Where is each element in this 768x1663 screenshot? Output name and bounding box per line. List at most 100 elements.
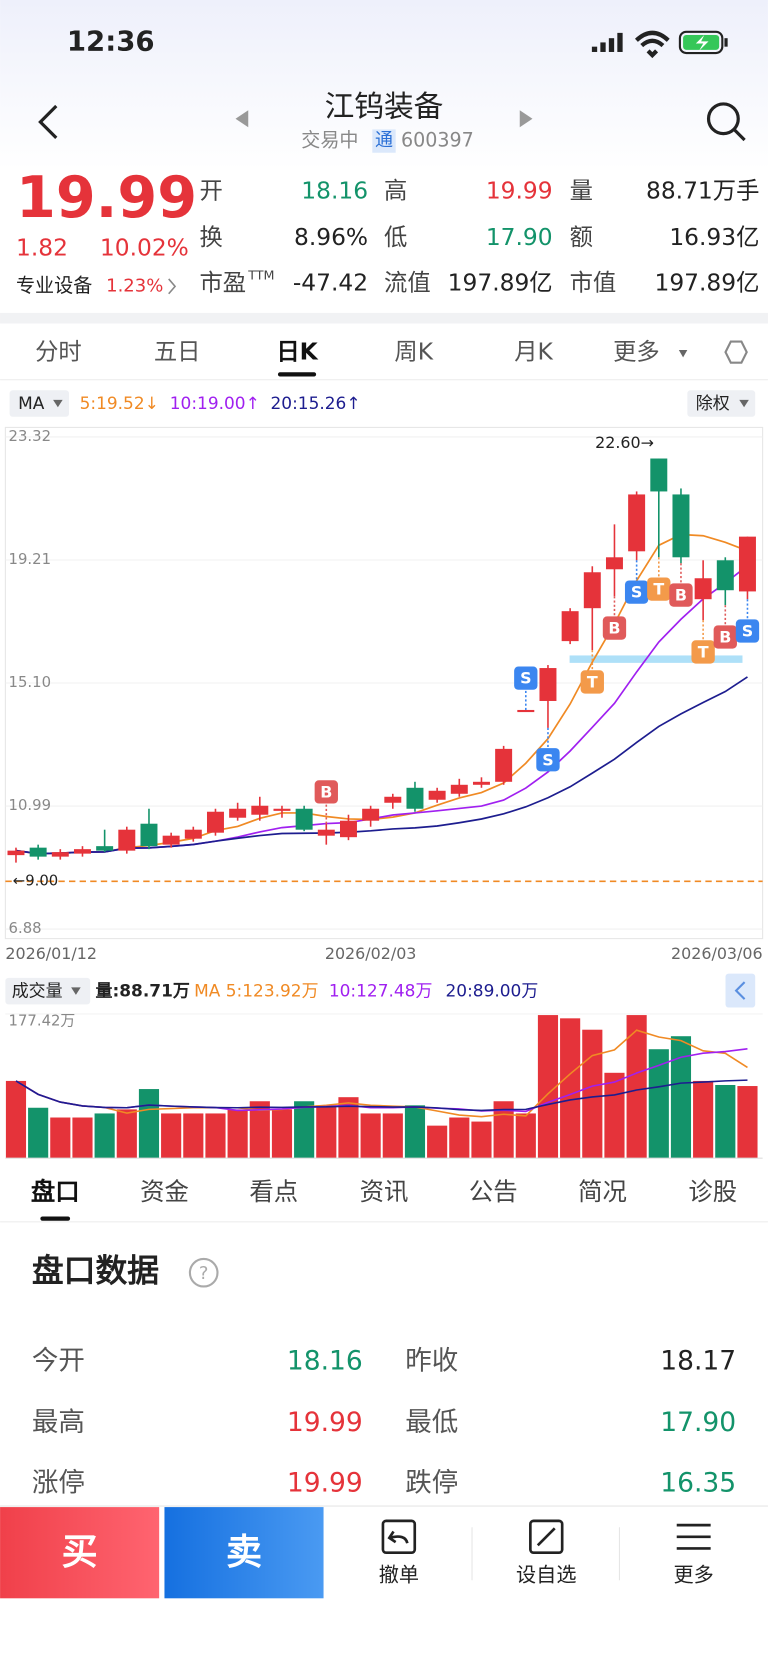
battery-icon <box>678 30 728 55</box>
candle-body <box>206 811 224 833</box>
ma-label: 5:19.52↓ <box>80 393 159 413</box>
y-tick-label: 19.21 <box>9 551 51 568</box>
buy-label[interactable]: 买 <box>62 1531 98 1573</box>
candle-body <box>362 808 380 821</box>
detail-tab[interactable]: 诊股 <box>688 1177 737 1206</box>
volume-bar <box>28 1107 49 1159</box>
volume-bar <box>715 1084 736 1159</box>
detail-tab[interactable]: 公告 <box>469 1177 518 1206</box>
low-label: ←9.00 <box>13 872 58 889</box>
candle-body <box>7 850 25 856</box>
signal-label: B <box>608 619 620 638</box>
tab-indicator <box>40 1216 71 1221</box>
period-tab[interactable]: 日K <box>276 338 318 366</box>
price-change: 1.82 <box>16 234 68 262</box>
tab-indicator <box>277 372 317 377</box>
action-label[interactable]: 更多 <box>674 1563 714 1587</box>
volume-ma-values: MA 5:123.92万 10:127.48万 20:89.00万 <box>194 981 538 1001</box>
ma20-line <box>15 676 748 855</box>
search-button[interactable] <box>706 102 746 142</box>
detail-tab[interactable]: 盘口 <box>31 1177 80 1206</box>
svg-text:?: ? <box>199 1263 209 1284</box>
panel-value: 16.35 <box>660 1467 736 1498</box>
panel-label: 涨停 <box>32 1467 85 1498</box>
volume-bar <box>183 1113 204 1159</box>
detail-tab[interactable]: 看点 <box>249 1177 298 1206</box>
candle-body <box>229 808 247 818</box>
field-label: 低 <box>384 223 407 251</box>
candle-body <box>51 852 69 857</box>
candle-body <box>450 784 468 794</box>
period-tab[interactable]: 周K <box>394 338 433 366</box>
detail-tab[interactable]: 资讯 <box>360 1177 409 1206</box>
volume-bar <box>249 1101 270 1159</box>
detail-tabs: 盘口 资金 看点 资讯 公告 简况 诊股 <box>31 1177 737 1221</box>
adjust-select-bg[interactable] <box>687 390 756 417</box>
ma-label: 20:15.26↑ <box>271 393 361 413</box>
candle-body <box>605 557 623 570</box>
panel-label: 跌停 <box>405 1467 458 1498</box>
panel-label: 昨收 <box>405 1345 458 1376</box>
period-tab[interactable]: 更多 <box>613 338 660 366</box>
buy-button[interactable] <box>0 1507 160 1599</box>
y-tick-label: 23.32 <box>9 428 51 445</box>
back-button[interactable] <box>38 104 58 140</box>
next-stock[interactable] <box>519 110 533 128</box>
candle-body <box>184 829 202 839</box>
signal-badge <box>669 583 693 607</box>
y-tick-label: 10.99 <box>9 797 51 814</box>
volume-title[interactable]: 成交量 <box>12 981 63 1001</box>
volume-select-bg[interactable] <box>5 977 91 1005</box>
indicator-select-bg[interactable] <box>9 390 70 417</box>
high-label: 22.60→ <box>595 433 654 452</box>
volume-bar <box>161 1113 182 1159</box>
period-tab[interactable]: 五日 <box>154 338 201 366</box>
signal-label: B <box>675 586 687 605</box>
signal-badge <box>713 625 737 649</box>
detail-tab[interactable]: 资金 <box>140 1177 189 1206</box>
sell-button[interactable] <box>164 1507 324 1599</box>
period-tab[interactable]: 分时 <box>35 338 82 366</box>
volume-bar <box>116 1109 137 1159</box>
collapse-button[interactable] <box>725 973 756 1008</box>
candle-body <box>672 494 690 558</box>
signal-label: B <box>719 628 731 647</box>
adjust-select[interactable]: 除权 <box>696 393 730 413</box>
candle-body <box>495 748 513 782</box>
volume-bar <box>316 1105 337 1159</box>
signal-label: S <box>520 669 531 688</box>
sector-name: 专业设备 <box>16 274 92 297</box>
volume-ma-label: 10:127.48万 <box>329 981 433 1001</box>
volume-chart: 177.42万 <box>5 1012 763 1159</box>
indicator-select[interactable]: MA <box>18 393 45 413</box>
period-tab[interactable]: 月K <box>514 338 553 366</box>
volume-bar <box>693 1080 714 1159</box>
volume-bar <box>94 1113 115 1159</box>
panel-value: 17.90 <box>660 1407 736 1438</box>
field-label-sup: TTM <box>247 267 274 282</box>
price-change-pct: 10.02% <box>100 234 189 262</box>
volume-ma20 <box>15 1079 748 1112</box>
action-label[interactable]: 设自选 <box>516 1563 576 1587</box>
action-label[interactable]: 撤单 <box>379 1563 419 1587</box>
volume-bar <box>604 1072 625 1159</box>
settings-icon[interactable] <box>724 340 748 364</box>
field-label: 量 <box>570 176 593 204</box>
panel-value: 18.16 <box>287 1345 363 1376</box>
volume-bar <box>471 1121 492 1159</box>
sector-arrow[interactable] <box>168 278 177 295</box>
candle-body <box>694 578 712 600</box>
detail-tab[interactable]: 简况 <box>578 1177 627 1206</box>
candle-body <box>29 847 47 857</box>
prev-stock[interactable] <box>235 110 249 128</box>
signal-label: S <box>631 583 642 602</box>
field-label: 流值 <box>384 269 431 297</box>
dropdown-arrow <box>53 399 63 408</box>
help-icon[interactable]: ? <box>188 1257 219 1288</box>
panel-value: 19.99 <box>287 1467 363 1498</box>
sell-label[interactable]: 卖 <box>226 1531 262 1573</box>
